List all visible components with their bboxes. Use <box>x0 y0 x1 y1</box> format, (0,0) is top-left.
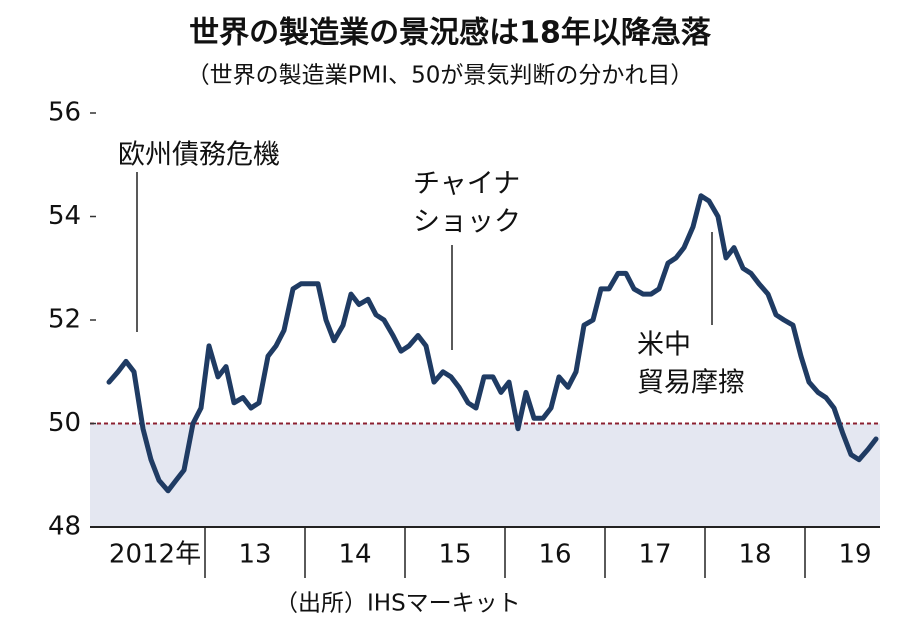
y-tick-label: 52 <box>48 305 81 335</box>
y-tick-label: 56 <box>48 98 81 128</box>
source: （出所）IHSマーキット <box>275 591 521 617</box>
y-tick-label: 50 <box>48 408 81 438</box>
y-tick-label: 54 <box>48 201 81 231</box>
annotation: ショック <box>413 207 521 238</box>
below-threshold-shade <box>90 423 880 527</box>
x-tick-label: 13 <box>238 540 271 570</box>
chart-title: 世界の製造業の景況感は18年以降急落 <box>189 16 712 51</box>
x-tick-label: 17 <box>638 540 671 570</box>
annotation: 米中 <box>637 330 691 361</box>
annotation: チャイナ <box>413 169 520 200</box>
x-tick-label: 2012年 <box>109 540 201 570</box>
x-tick-label: 14 <box>338 540 371 570</box>
y-tick-label: 48 <box>48 512 81 542</box>
x-tick-label: 18 <box>738 540 771 570</box>
x-tick-label: 16 <box>538 540 571 570</box>
x-tick-label: 19 <box>838 540 871 570</box>
chart-subtitle: （世界の製造業PMI、50が景気判断の分かれ目） <box>187 63 694 89</box>
x-tick-label: 15 <box>438 540 471 570</box>
annotation: 欧州債務危機 <box>118 140 280 171</box>
pmi-line <box>106 193 879 494</box>
annotation: 貿易摩擦 <box>637 368 745 399</box>
